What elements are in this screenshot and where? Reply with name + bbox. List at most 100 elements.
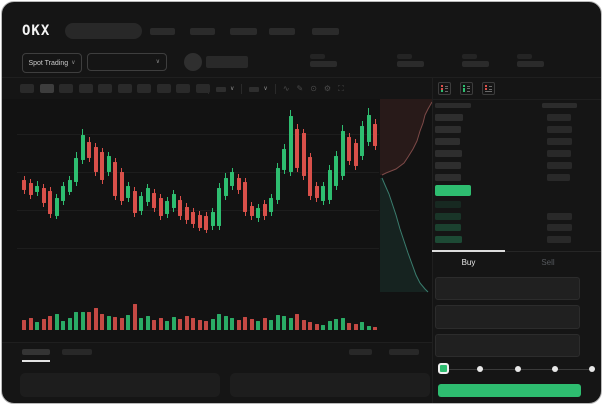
bid-row-price[interactable] bbox=[435, 235, 462, 243]
search-input[interactable] bbox=[65, 23, 142, 39]
volume-bar bbox=[132, 304, 137, 330]
ask-row-amount[interactable] bbox=[547, 162, 572, 169]
volume-bar bbox=[126, 315, 130, 330]
ask-row-price[interactable] bbox=[435, 138, 460, 145]
volume-bar bbox=[282, 316, 286, 330]
volume-bar bbox=[113, 317, 117, 330]
candle bbox=[67, 180, 72, 192]
camera-icon[interactable]: ⊙ bbox=[310, 84, 317, 93]
candle bbox=[282, 149, 286, 170]
indicator-dropdown[interactable]: ∨ bbox=[249, 86, 268, 92]
tab-buy[interactable]: Buy bbox=[461, 258, 476, 267]
slider-stop[interactable] bbox=[477, 366, 484, 372]
stat-label-placeholder bbox=[517, 54, 532, 59]
timeframe-button[interactable] bbox=[59, 84, 73, 93]
volume-bar bbox=[223, 316, 228, 330]
bottom-panel-right[interactable] bbox=[230, 373, 430, 397]
settings-icon[interactable]: ⚙ bbox=[323, 84, 332, 93]
candle bbox=[87, 142, 91, 158]
nav-item-placeholder[interactable] bbox=[190, 28, 215, 35]
tab-sell[interactable]: Sell bbox=[541, 258, 555, 267]
volume-bar bbox=[87, 312, 91, 330]
nav-item-placeholder[interactable] bbox=[150, 28, 175, 35]
bid-row-price[interactable] bbox=[435, 212, 461, 220]
slider-stop[interactable] bbox=[589, 366, 595, 372]
book-bids-icon[interactable] bbox=[460, 82, 473, 95]
line-style-icon[interactable]: ∿ bbox=[282, 84, 290, 93]
spot-trading-label: Spot Trading bbox=[28, 59, 69, 67]
last-price-badge[interactable] bbox=[435, 185, 471, 196]
slider-handle[interactable] bbox=[438, 363, 449, 374]
timeframe-button[interactable] bbox=[176, 84, 190, 93]
ask-row-price[interactable] bbox=[435, 126, 461, 133]
nav-item-placeholder[interactable] bbox=[312, 28, 339, 35]
buy-submit-button[interactable] bbox=[438, 384, 581, 397]
nav-item-placeholder[interactable] bbox=[230, 28, 257, 35]
timeframe-button[interactable] bbox=[98, 84, 112, 93]
ask-row-price[interactable] bbox=[435, 174, 461, 181]
slider-stop[interactable] bbox=[551, 366, 558, 372]
bid-row-price[interactable] bbox=[435, 201, 461, 208]
ask-row-amount[interactable] bbox=[547, 138, 572, 145]
timeframe-button[interactable] bbox=[39, 84, 54, 93]
okx-logo[interactable]: OKX bbox=[22, 23, 51, 39]
candle bbox=[74, 158, 78, 182]
candle bbox=[301, 133, 306, 176]
candle bbox=[126, 186, 130, 198]
timeframe-button[interactable] bbox=[156, 84, 171, 93]
spot-trading-dropdown[interactable]: Spot Trading ∨ bbox=[22, 53, 82, 73]
timeframe-button[interactable] bbox=[117, 84, 132, 93]
bottom-panel-left[interactable] bbox=[20, 373, 220, 397]
ask-row-amount[interactable] bbox=[547, 150, 571, 157]
book-combined-icon[interactable] bbox=[438, 82, 451, 95]
ask-row-amount[interactable] bbox=[547, 114, 571, 121]
bid-row-amount[interactable] bbox=[547, 235, 571, 243]
bottom-action-placeholder[interactable] bbox=[389, 349, 419, 355]
fullscreen-icon[interactable]: ⛶ bbox=[338, 84, 344, 93]
ask-row-price[interactable] bbox=[435, 162, 461, 169]
ask-row-price[interactable] bbox=[435, 150, 462, 157]
timeframe-button[interactable] bbox=[137, 84, 151, 93]
book-asks-icon[interactable] bbox=[482, 82, 495, 95]
volume-bar bbox=[262, 318, 267, 330]
slider-stop[interactable] bbox=[514, 366, 521, 372]
draw-icon[interactable]: ✎ bbox=[296, 84, 304, 93]
candle bbox=[327, 170, 332, 200]
timeframe-button[interactable] bbox=[78, 84, 93, 93]
display-mode-dropdown[interactable]: ∨ bbox=[216, 86, 234, 92]
volume-bar bbox=[22, 320, 26, 330]
chart-tools: ∨ ∨ ∿ ✎ ⊙ ⚙ ⛶ bbox=[208, 83, 344, 95]
bid-row-price[interactable] bbox=[435, 224, 461, 231]
ask-row-amount[interactable] bbox=[547, 126, 572, 133]
candle bbox=[321, 186, 325, 201]
candle bbox=[230, 172, 234, 186]
bid-row-amount[interactable] bbox=[547, 212, 572, 220]
candle bbox=[158, 198, 163, 216]
candle bbox=[275, 168, 280, 200]
nav-item-placeholder[interactable] bbox=[269, 28, 295, 35]
ask-row-price[interactable] bbox=[435, 114, 463, 121]
volume-bar bbox=[256, 321, 260, 330]
ask-row-amount[interactable] bbox=[547, 174, 570, 181]
coin-avatar bbox=[184, 53, 202, 71]
amount-input[interactable] bbox=[435, 305, 580, 329]
bottom-tab[interactable] bbox=[22, 349, 50, 355]
price-input[interactable] bbox=[435, 277, 580, 300]
bid-row-amount[interactable] bbox=[547, 224, 572, 231]
orderbook-header-price bbox=[435, 103, 471, 108]
timeframe-button[interactable] bbox=[195, 84, 210, 93]
volume-bar bbox=[171, 317, 176, 330]
volume-bar bbox=[106, 316, 111, 330]
timeframe-button[interactable] bbox=[20, 84, 34, 93]
candle bbox=[334, 156, 338, 186]
candle bbox=[178, 200, 182, 216]
candle bbox=[243, 182, 247, 212]
bottom-action-placeholder[interactable] bbox=[349, 349, 372, 355]
pair-selector-dropdown[interactable]: ∨ bbox=[87, 53, 167, 71]
chart-gridline bbox=[17, 248, 379, 249]
bottom-tab[interactable] bbox=[62, 349, 92, 355]
volume-bar bbox=[139, 318, 143, 330]
volume-bar bbox=[347, 323, 351, 330]
total-input[interactable] bbox=[435, 334, 580, 357]
